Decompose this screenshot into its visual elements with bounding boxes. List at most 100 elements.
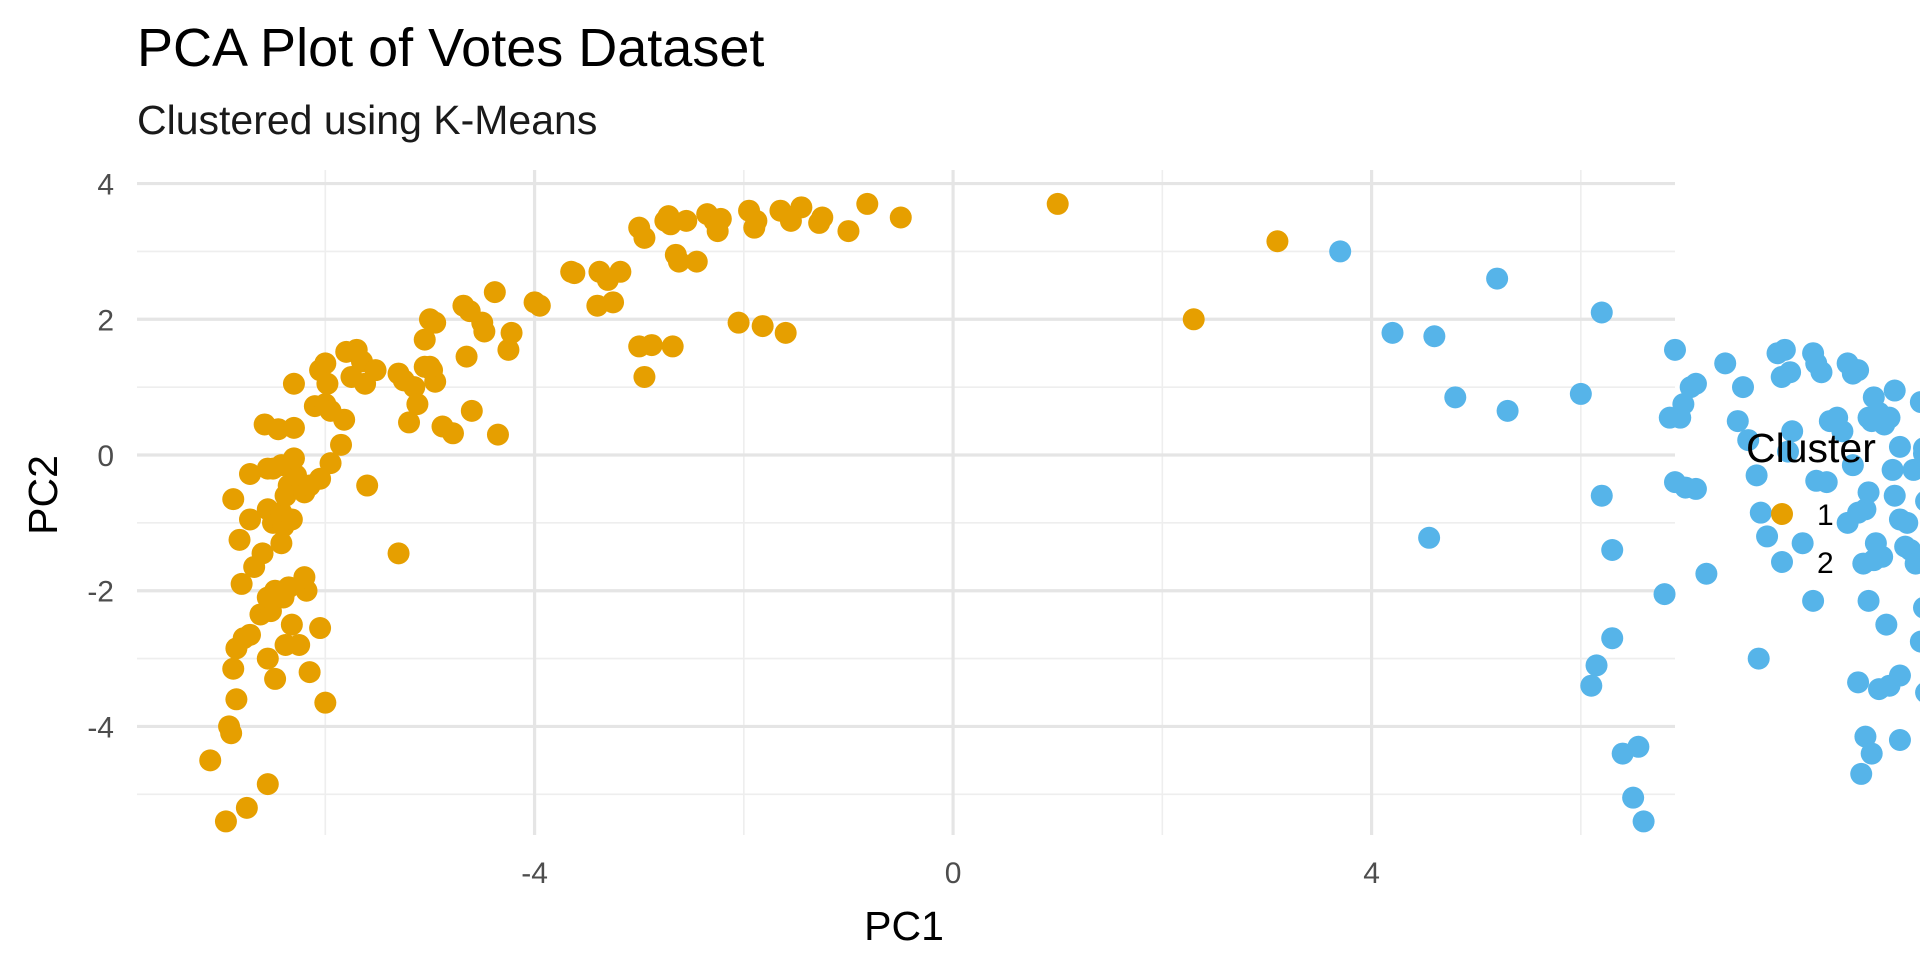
data-point-cluster-2: [1601, 539, 1624, 561]
data-point-cluster-1: [256, 457, 279, 480]
data-point-cluster-2: [1756, 525, 1779, 548]
data-point-cluster-1: [330, 433, 353, 456]
data-point-cluster-2: [1737, 429, 1760, 452]
data-point-cluster-1: [214, 810, 237, 833]
data-point-cluster-2: [1904, 552, 1920, 575]
data-point-cluster-2: [1745, 464, 1768, 487]
y-tick-label: 0: [97, 440, 114, 473]
data-point-cluster-2: [1770, 365, 1793, 388]
data-point-cluster-2: [1726, 410, 1749, 433]
data-point-cluster-2: [1868, 678, 1891, 701]
data-point-cluster-1: [235, 796, 258, 819]
data-point-cluster-1: [628, 335, 651, 358]
data-point-cluster-1: [270, 532, 293, 555]
x-tick-label: 4: [1363, 857, 1380, 890]
data-point-cluster-1: [837, 220, 860, 243]
data-point-cluster-2: [1580, 674, 1603, 697]
x-tick-label: 0: [945, 857, 962, 890]
x-axis-title: PC1: [864, 903, 944, 949]
legend: Cluster 1 2: [1746, 425, 1876, 580]
data-point-cluster-1: [889, 206, 912, 229]
data-point-cluster-1: [500, 321, 523, 344]
data-point-cluster-2: [1862, 386, 1885, 409]
data-point-cluster-1: [473, 320, 496, 343]
data-point-cluster-2: [1776, 440, 1799, 463]
data-point-cluster-2: [1622, 786, 1645, 809]
x-axis-tick-labels: -4 0 4: [521, 857, 1380, 890]
data-point-cluster-1: [609, 260, 632, 283]
y-tick-label: 4: [97, 169, 114, 202]
data-point-cluster-2: [1915, 683, 1920, 702]
data-point-cluster-1: [486, 423, 509, 446]
data-point-cluster-2: [1732, 376, 1755, 399]
data-point-cluster-1: [288, 634, 311, 656]
data-point-cluster-2: [1857, 589, 1880, 612]
data-point-cluster-1: [309, 617, 332, 640]
data-point-cluster-1: [319, 452, 342, 475]
y-tick-label: 2: [97, 304, 114, 337]
minor-gridlines: [137, 170, 1675, 835]
data-point-cluster-1: [709, 207, 732, 230]
data-point-cluster-2: [1871, 545, 1894, 568]
data-point-cluster-2: [1883, 379, 1906, 402]
data-point-cluster-2: [1664, 338, 1686, 361]
data-point-cluster-1: [282, 416, 305, 439]
data-point-cluster-1: [790, 196, 813, 219]
data-point-cluster-2: [1857, 481, 1880, 504]
data-point-cluster-2: [1381, 321, 1404, 344]
data-point-cluster-1: [280, 613, 303, 636]
data-point-cluster-2: [1896, 511, 1919, 534]
data-point-cluster-1: [222, 488, 245, 511]
data-point-cluster-1: [314, 352, 337, 375]
data-point-cluster-2: [1854, 725, 1877, 748]
data-point-cluster-1: [319, 399, 342, 422]
data-point-cluster-1: [256, 647, 279, 670]
data-point-cluster-1: [413, 328, 436, 351]
data-point-cluster-1: [441, 422, 464, 445]
data-point-cluster-2: [1913, 443, 1920, 464]
data-point-cluster-2: [1873, 413, 1896, 436]
data-point-cluster-1: [364, 359, 387, 382]
data-point-cluster-2: [1590, 484, 1613, 507]
data-point-cluster-2: [1444, 386, 1467, 409]
scatter-points: [199, 192, 1920, 833]
legend-label-cluster-1: 1: [1817, 499, 1834, 532]
data-point-cluster-1: [1266, 230, 1289, 253]
data-point-cluster-1: [356, 474, 379, 497]
legend-label-cluster-2: 2: [1817, 547, 1834, 580]
data-point-cluster-1: [633, 226, 656, 249]
legend-key-cluster-1: [1771, 503, 1793, 525]
data-point-cluster-1: [774, 321, 797, 344]
data-point-cluster-1: [1182, 308, 1205, 331]
data-point-cluster-1: [424, 311, 447, 334]
data-point-cluster-2: [1627, 735, 1650, 758]
data-point-cluster-1: [251, 542, 274, 565]
data-point-cluster-1: [1046, 192, 1069, 215]
data-point-cluster-2: [1674, 476, 1697, 499]
data-point-cluster-1: [199, 749, 222, 772]
data-point-cluster-1: [403, 376, 426, 399]
legend-title: Cluster: [1746, 425, 1876, 471]
data-point-cluster-1: [455, 345, 478, 368]
data-point-cluster-2: [1831, 420, 1854, 443]
data-point-cluster-1: [811, 206, 834, 229]
y-tick-label: -4: [87, 711, 114, 744]
y-axis-title: PC2: [20, 455, 66, 535]
data-point-cluster-2: [1888, 729, 1911, 751]
data-point-cluster-2: [1875, 613, 1898, 636]
data-point-cluster-1: [309, 467, 332, 490]
data-point-cluster-2: [1486, 267, 1509, 290]
data-point-cluster-2: [1329, 240, 1352, 263]
data-point-cluster-2: [1883, 484, 1906, 507]
data-point-cluster-2: [1423, 325, 1446, 348]
data-point-cluster-2: [1860, 742, 1883, 765]
data-point-cluster-2: [1810, 361, 1833, 384]
data-point-cluster-1: [225, 688, 248, 711]
legend-key-cluster-2: [1771, 551, 1793, 573]
data-point-cluster-2: [1841, 454, 1864, 477]
data-point-cluster-1: [293, 566, 316, 589]
data-point-cluster-2: [1695, 562, 1718, 585]
data-point-cluster-1: [633, 365, 656, 388]
data-point-cluster-1: [406, 393, 429, 416]
